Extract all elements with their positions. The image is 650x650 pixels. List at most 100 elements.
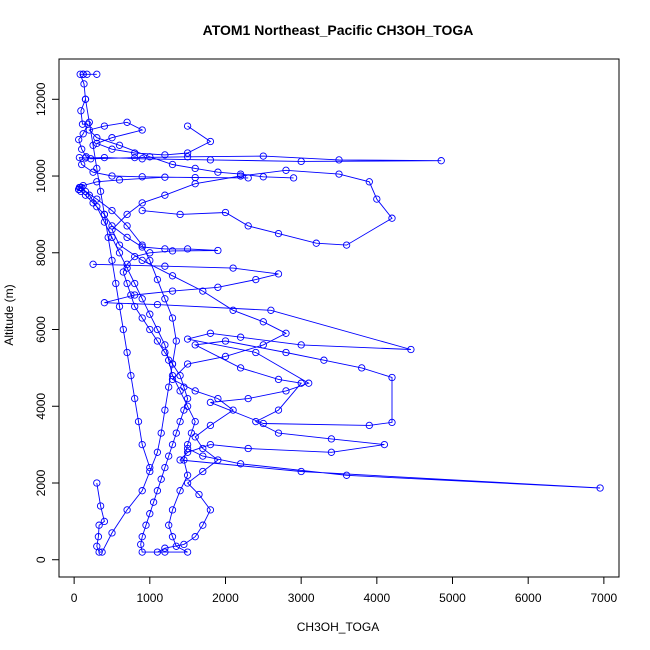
data-point: [180, 406, 188, 414]
data-point: [157, 475, 165, 483]
data-point: [123, 222, 131, 230]
data-point: [388, 418, 396, 427]
data-point: [93, 479, 101, 487]
data-point: [373, 195, 381, 203]
data-point: [146, 153, 154, 161]
data-point: [138, 295, 146, 303]
data-point: [297, 467, 305, 476]
data-point: [199, 521, 207, 529]
data-point: [153, 337, 162, 345]
data-point: [199, 287, 207, 295]
data-point: [161, 173, 169, 181]
data-point: [168, 272, 177, 280]
y-tick-label: 0: [34, 556, 48, 563]
data-point: [165, 383, 173, 391]
data-point: [100, 122, 109, 130]
data-point: [112, 279, 120, 288]
x-axis-label: CH3OH_TOGA: [297, 620, 379, 634]
data-point: [95, 548, 103, 556]
data-point: [176, 371, 184, 380]
data-point: [123, 210, 131, 219]
data-point: [206, 329, 215, 337]
data-point: [108, 145, 116, 153]
data-point: [78, 160, 86, 169]
data-point: [380, 440, 389, 449]
data-point: [131, 149, 139, 157]
data-point: [358, 364, 366, 372]
data-point: [79, 70, 87, 78]
data-point: [191, 341, 199, 349]
data-point: [183, 149, 192, 157]
data-point: [183, 479, 192, 487]
data-point: [161, 406, 169, 414]
x-tick-label: 2000: [212, 591, 239, 605]
series-2: [89, 260, 604, 492]
data-point: [274, 406, 283, 414]
data-point: [199, 467, 207, 476]
series-5: [81, 95, 154, 472]
data-point: [320, 356, 328, 364]
data-point: [214, 283, 222, 291]
data-point: [183, 394, 192, 403]
data-point: [108, 172, 116, 180]
data-point: [305, 379, 313, 387]
data-point: [365, 421, 373, 430]
data-point: [335, 156, 343, 164]
data-point: [108, 206, 116, 215]
data-point: [342, 241, 351, 249]
data-point: [123, 506, 131, 514]
data-point: [146, 325, 154, 334]
y-tick-label: 12000: [34, 82, 48, 116]
data-point: [274, 429, 283, 437]
data-point: [161, 245, 169, 253]
data-point: [98, 548, 106, 556]
data-point: [388, 214, 396, 222]
data-point: [252, 417, 260, 426]
data-point: [138, 533, 146, 541]
data-point: [138, 440, 146, 449]
data-point: [282, 348, 290, 357]
y-tick-label: 8000: [34, 239, 48, 266]
data-point: [388, 373, 396, 382]
data-point: [95, 521, 103, 529]
data-point: [168, 533, 177, 541]
data-point: [187, 429, 196, 437]
data-point: [85, 118, 93, 126]
data-point: [183, 548, 192, 556]
data-point: [168, 360, 177, 368]
series-line: [78, 73, 442, 553]
data-point: [149, 498, 158, 506]
data-point: [89, 141, 97, 149]
data-point: [297, 379, 305, 387]
data-point: [191, 164, 199, 173]
data-point: [199, 452, 207, 460]
data-point: [131, 252, 139, 261]
data-point: [108, 233, 116, 242]
data-point: [146, 310, 154, 318]
data-point: [108, 529, 116, 537]
data-point: [168, 287, 177, 295]
data-point: [229, 406, 237, 414]
data-point: [206, 137, 215, 146]
data-point: [236, 460, 245, 468]
data-point: [123, 279, 131, 288]
data-point: [191, 387, 199, 395]
data-point: [100, 210, 109, 219]
data-point: [191, 180, 199, 188]
data-point: [100, 153, 109, 162]
data-point: [81, 191, 90, 199]
data-point: [259, 152, 267, 160]
data-point: [259, 419, 267, 428]
data-point: [252, 348, 260, 357]
data-point: [274, 229, 283, 238]
data-point: [214, 246, 222, 255]
data-point: [161, 348, 169, 357]
data-point: [138, 243, 146, 251]
data-point: [131, 153, 139, 162]
data-point: [236, 333, 245, 341]
data-point: [115, 241, 124, 249]
data-point: [191, 533, 199, 541]
y-tick-label: 4000: [34, 393, 48, 420]
data-point: [138, 199, 146, 207]
data-point: [123, 118, 131, 126]
